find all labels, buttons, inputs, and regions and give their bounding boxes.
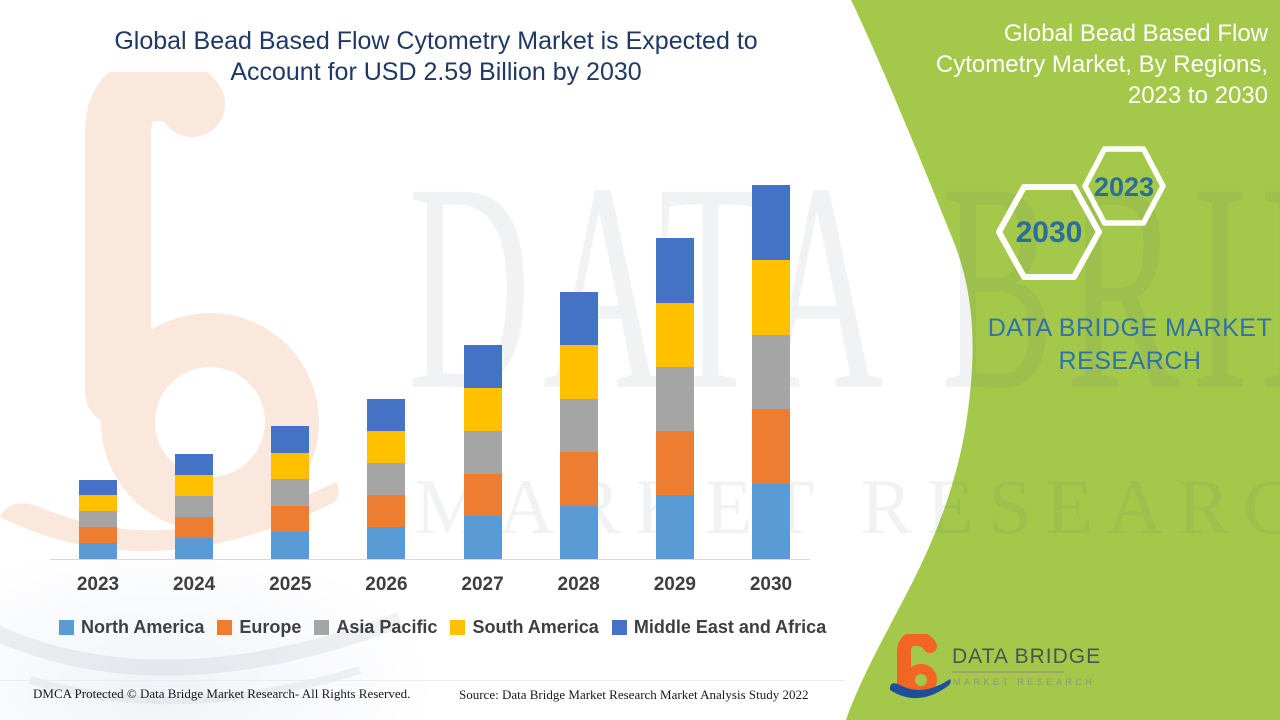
x-axis-label-2030: 2030 — [749, 574, 793, 595]
legend-label: Europe — [239, 617, 302, 637]
chart-legend: North America Europe Asia Pacific South Ame… — [59, 617, 826, 638]
side-panel-title: Global Bead Based Flow Cytometry Market,… — [838, 18, 1268, 111]
databridge-logo — [889, 634, 951, 699]
bar-segment-2029-europe — [655, 430, 694, 495]
bar-segment-2029-middle-east-and-africa — [655, 238, 694, 303]
legend-label: Asia Pacific — [336, 617, 438, 637]
brand-wordmark-line2: RESEARCH — [1058, 347, 1202, 375]
bar-segment-2024-middle-east-and-africa — [175, 453, 214, 475]
bar-segment-2029-asia-pacific — [655, 366, 694, 431]
x-axis-label-2027: 2027 — [461, 574, 504, 595]
footer-source: Source: Data Bridge Market Research Mark… — [459, 687, 809, 702]
bar-segment-2030-europe — [751, 409, 790, 485]
side-panel-title-line1: Global Bead Based Flow — [1003, 20, 1268, 47]
legend-item-asia-pacific: Asia Pacific — [314, 617, 437, 638]
bar-segment-2027-middle-east-and-africa — [463, 345, 502, 389]
x-axis-label-2023: 2023 — [76, 574, 120, 595]
bar-segment-2027-asia-pacific — [463, 430, 502, 474]
bar-segment-2026-middle-east-and-africa — [367, 398, 406, 431]
bar-segment-2026-europe — [367, 494, 406, 527]
bar-segment-2029-north-america — [655, 494, 694, 559]
bar-segment-2030-middle-east-and-africa — [751, 185, 790, 260]
bar-segment-2026-north-america — [367, 526, 406, 559]
bar-segment-2023-south-america — [79, 495, 117, 512]
watermark-data-bridge: DATA BRIDGE — [408, 122, 1280, 452]
bar-segment-2023-europe — [79, 527, 117, 544]
bar-segment-2026-south-america — [367, 430, 406, 463]
bar-segment-2027-south-america — [463, 388, 502, 431]
bar-segment-2026-asia-pacific — [367, 462, 406, 495]
bar-segment-2025-europe — [271, 505, 310, 533]
bar-segment-2023-middle-east-and-africa — [79, 479, 117, 496]
bar-segment-2024-south-america — [175, 474, 214, 496]
bar-segment-2025-north-america — [271, 532, 310, 559]
legend-item-middle-east-and-africa: Middle East and Africa — [611, 617, 827, 638]
legend-swatch — [611, 620, 627, 635]
bar-segment-2030-asia-pacific — [751, 334, 790, 410]
bar-segment-2025-middle-east-and-africa — [271, 426, 310, 453]
legend-swatch — [314, 620, 330, 635]
bar-segment-2023-asia-pacific — [79, 511, 117, 528]
x-axis-label-2029: 2029 — [653, 574, 696, 595]
legend-swatch — [217, 620, 233, 635]
bar-segment-2023-north-america — [79, 543, 117, 559]
hexagon-2023 — [1082, 146, 1166, 226]
legend-swatch — [450, 620, 466, 635]
side-panel-title-line2: Cytometry Market, By Regions, — [935, 51, 1268, 78]
bar-segment-2028-middle-east-and-africa — [559, 291, 598, 346]
legend-swatch — [59, 620, 74, 635]
footer-divider — [0, 680, 845, 681]
legend-item-south-america: South America — [450, 617, 599, 638]
bar-segment-2028-north-america — [559, 505, 598, 559]
bar-segment-2024-europe — [175, 516, 214, 538]
hexagon-year-end: 2030 — [1015, 216, 1083, 249]
legend-label: North America — [81, 617, 205, 637]
bar-segment-2028-south-america — [559, 345, 598, 399]
bar-segment-2030-south-america — [751, 259, 790, 335]
bar-segment-2028-europe — [559, 452, 598, 506]
bar-segment-2028-asia-pacific — [559, 398, 598, 453]
x-axis-label-2025: 2025 — [269, 574, 312, 595]
logo-subtitle: MARKET RESEARCH — [953, 677, 1096, 687]
footer-copyright: DMCA Protected © Data Bridge Market Rese… — [33, 686, 411, 701]
hexagon-year-start: 2023 — [1093, 172, 1155, 202]
bar-segment-2029-south-america — [655, 302, 694, 367]
x-axis-labels: 2023 2024 2025 2026 2027 2028 2029 2030 — [50, 574, 820, 598]
page-title: Global Bead Based Flow Cytometry Market … — [56, 26, 816, 88]
bar-segment-2025-south-america — [271, 452, 310, 480]
x-axis-label-2026: 2026 — [365, 574, 408, 595]
faint-swoosh-watermark — [0, 612, 403, 705]
brand-wordmark-line1: DATA BRIDGE MARKET — [987, 314, 1273, 342]
bar-segment-2027-europe — [463, 473, 502, 517]
bar-segment-2024-north-america — [175, 537, 214, 559]
bar-segment-2024-asia-pacific — [175, 495, 214, 517]
bar-segment-2030-north-america — [751, 484, 790, 559]
brand-wordmark: DATA BRIDGE MARKET RESEARCH — [985, 312, 1275, 378]
stacked-bar-chart — [50, 100, 810, 560]
logo-underline — [952, 671, 1064, 673]
page-title-line2: Account for USD 2.59 Billion by 2030 — [230, 58, 642, 86]
bar-segment-2027-north-america — [463, 516, 502, 559]
legend-item-europe: Europe — [217, 617, 301, 638]
x-axis-label-2024: 2024 — [172, 574, 216, 595]
legend-label: Middle East and Africa — [633, 617, 827, 637]
hexagon-2030 — [996, 184, 1102, 280]
page-title-line1: Global Bead Based Flow Cytometry Market … — [114, 27, 758, 55]
watermark-market-research: MARKET RESEARCH — [415, 463, 1280, 550]
logo-name: DATA BRIDGE — [952, 645, 1102, 668]
bar-segment-2025-asia-pacific — [271, 479, 310, 506]
x-axis-label-2028: 2028 — [557, 574, 600, 595]
legend-item-north-america: North America — [59, 617, 204, 638]
legend-label: South America — [472, 617, 599, 637]
side-panel-title-line3: 2023 to 2030 — [1127, 82, 1268, 109]
